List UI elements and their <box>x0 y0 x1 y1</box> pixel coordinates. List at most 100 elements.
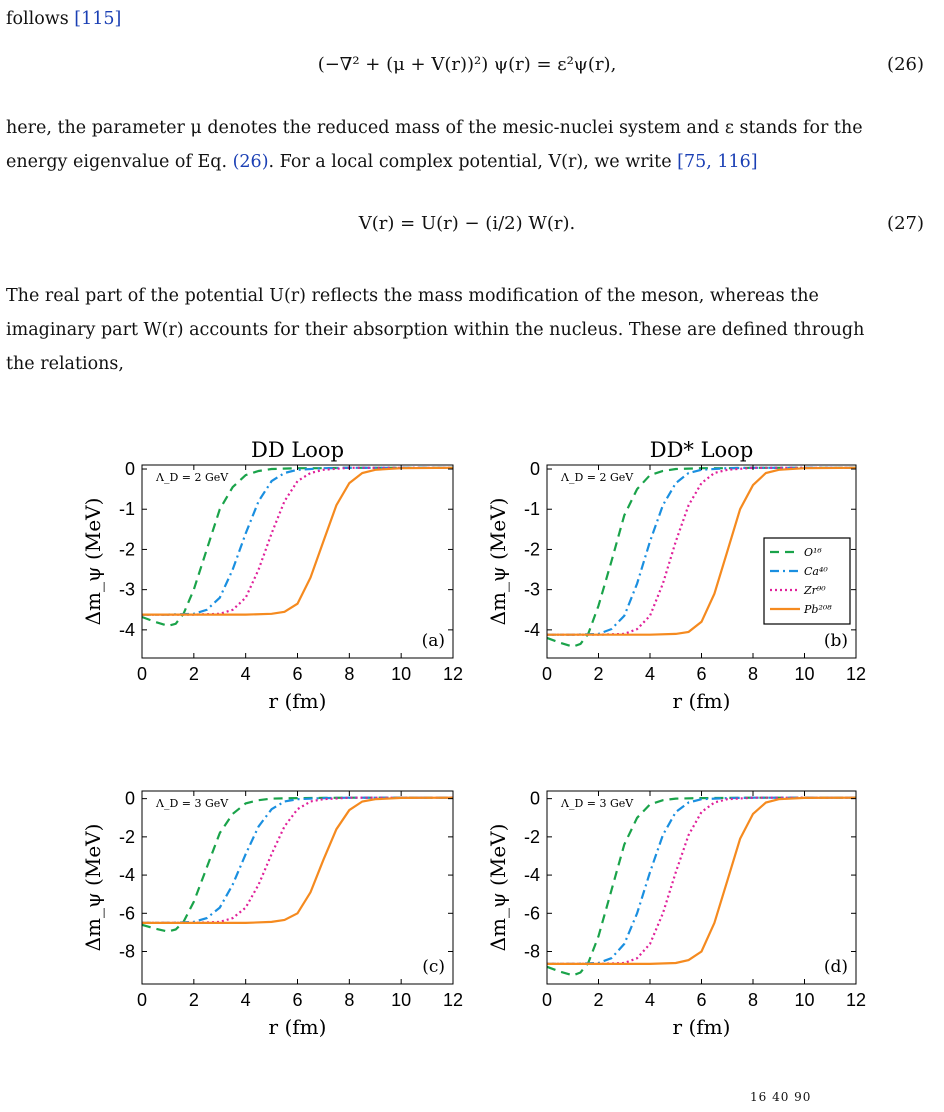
x-axis-label: r (fm) <box>673 689 731 713</box>
panel-label: (c) <box>422 957 445 977</box>
y-tick-label: -2 <box>524 827 540 847</box>
lambda-annotation: Λ_D = 3 GeV <box>155 797 229 810</box>
x-tick-label: 8 <box>344 990 354 1010</box>
x-tick-label: 2 <box>593 664 603 684</box>
x-tick-label: 6 <box>292 990 302 1010</box>
series-line <box>547 466 856 636</box>
x-tick-label: 2 <box>189 664 199 684</box>
y-tick-label: -6 <box>524 903 540 923</box>
y-tick-label: -3 <box>119 580 135 600</box>
y-tick-label: -1 <box>524 499 540 519</box>
chart-panel-c: 0 2 4 6 8 10 12 0 -2 -4 -6 -8 r (fm) Δm_ψ (MeV) Λ_D = … <box>81 789 463 1039</box>
y-tick-label: 0 <box>530 459 540 479</box>
series-line <box>142 796 453 924</box>
x-tick-label: 0 <box>137 664 147 684</box>
y-tick-label: 0 <box>125 789 135 809</box>
x-tick-label: 4 <box>645 664 655 684</box>
legend-label: O¹⁶ <box>804 546 822 559</box>
lambda-annotation: Λ_D = 2 GeV <box>155 471 229 484</box>
y-tick-label: -1 <box>119 499 135 519</box>
x-tick-label: 6 <box>696 664 706 684</box>
x-tick-label: 4 <box>645 990 655 1010</box>
y-tick-label: -4 <box>119 620 135 640</box>
paragraph-parameters: here, the parameter μ denotes the reduce… <box>6 111 926 179</box>
y-axis-label: Δm_ψ (MeV) <box>486 824 510 952</box>
paragraph-line: the relations, <box>6 354 124 374</box>
y-tick-label: -8 <box>524 942 540 962</box>
series-line <box>142 796 453 924</box>
x-tick-label: 2 <box>593 990 603 1010</box>
x-tick-label: 10 <box>391 990 411 1010</box>
y-axis-label: Δm_ψ (MeV) <box>81 498 105 626</box>
x-tick-label: 10 <box>794 990 814 1010</box>
series-line <box>142 466 453 627</box>
y-tick-label: -4 <box>524 620 540 640</box>
y-tick-label: -3 <box>524 580 540 600</box>
caption-fragment: 16 40 90 <box>750 1090 812 1104</box>
x-tick-label: 6 <box>292 664 302 684</box>
y-tick-label: -2 <box>524 539 540 559</box>
x-tick-label: 0 <box>542 990 552 1010</box>
series-line <box>142 466 453 616</box>
y-tick-label: -4 <box>119 865 135 885</box>
x-tick-label: 8 <box>344 664 354 684</box>
paragraph-line: energy eigenvalue of Eq. (26). For a loc… <box>6 145 926 179</box>
paragraph-text: energy eigenvalue of Eq. <box>6 152 228 172</box>
x-tick-label: 8 <box>748 990 758 1010</box>
x-tick-label: 0 <box>137 990 147 1010</box>
legend-label: Ca⁴⁰ <box>804 565 828 578</box>
equation-number: (26) <box>887 54 924 75</box>
citation-link[interactable]: [115] <box>74 9 122 29</box>
legend-label: Pb²⁰⁸ <box>803 603 832 616</box>
paragraph-intro: follows [115] <box>6 2 926 36</box>
x-tick-label: 2 <box>189 990 199 1010</box>
x-tick-label: 10 <box>794 664 814 684</box>
y-tick-label: 0 <box>530 789 540 809</box>
figure-mass-shift: DD Loop 0 2 4 6 8 10 12 0 -1 -2 -3 -4 r (fm) Δm_ψ (MeV… <box>81 438 866 1039</box>
paragraph-text: . For a local complex potential, V(r), w… <box>268 152 672 172</box>
equation-body: V(r) = U(r) − (i/2) W(r). <box>358 213 576 234</box>
y-tick-label: -4 <box>524 865 540 885</box>
lambda-annotation: Λ_D = 3 GeV <box>560 797 634 810</box>
chart-title: DD Loop <box>251 438 344 462</box>
paragraph-line: imaginary part W(r) accounts for their a… <box>6 320 865 340</box>
chart-panel-b: DD* Loop 0 2 4 6 8 10 12 0 -1 -2 -3 -4 r (fm) Δm_ψ (Me… <box>486 438 866 713</box>
y-tick-label: 0 <box>125 459 135 479</box>
chart-panel-a: DD Loop 0 2 4 6 8 10 12 0 -1 -2 -3 -4 r (fm) Δm_ψ (MeV… <box>81 438 463 713</box>
series-line <box>547 466 856 636</box>
plot-frame <box>141 464 454 659</box>
x-tick-label: 12 <box>846 990 866 1010</box>
equation-number: (27) <box>887 213 924 234</box>
series-line <box>547 796 856 965</box>
y-tick-label: -6 <box>119 903 135 923</box>
x-tick-label: 12 <box>443 664 463 684</box>
x-tick-label: 12 <box>443 990 463 1010</box>
x-tick-label: 6 <box>696 990 706 1010</box>
x-tick-label: 4 <box>241 990 251 1010</box>
series-line <box>142 466 453 616</box>
legend-label: Zr⁹⁰ <box>803 584 826 597</box>
x-axis-label: r (fm) <box>269 689 327 713</box>
plot-frame <box>141 790 454 985</box>
x-tick-label: 8 <box>748 664 758 684</box>
paragraph-line: here, the parameter μ denotes the reduce… <box>6 118 863 138</box>
panel-label: (a) <box>422 631 445 651</box>
chart-panel-d: 0 2 4 6 8 10 12 0 -2 -4 -6 -8 r (fm) Δm_ψ (MeV) Λ_D = … <box>486 789 866 1039</box>
x-axis-label: r (fm) <box>269 1015 327 1039</box>
paragraph-text: follows <box>6 9 69 29</box>
citation-link[interactable]: [75, 116] <box>677 152 758 172</box>
y-tick-label: -2 <box>119 539 135 559</box>
series-line <box>547 796 856 965</box>
series-line <box>547 796 856 977</box>
x-tick-label: 4 <box>241 664 251 684</box>
lambda-annotation: Λ_D = 2 GeV <box>560 471 634 484</box>
x-tick-label: 10 <box>391 664 411 684</box>
paragraph-line: The real part of the potential U(r) refl… <box>6 286 819 306</box>
x-tick-label: 12 <box>846 664 866 684</box>
paragraph-potential: The real part of the potential U(r) refl… <box>6 279 926 381</box>
equation-body: (−∇² + (μ + V(r))²) ψ(r) = ε²ψ(r), <box>317 54 617 75</box>
plot-frame <box>546 790 857 985</box>
equation-ref-link[interactable]: (26) <box>232 152 269 172</box>
panel-label: (d) <box>824 957 848 977</box>
y-axis-label: Δm_ψ (MeV) <box>81 824 105 952</box>
